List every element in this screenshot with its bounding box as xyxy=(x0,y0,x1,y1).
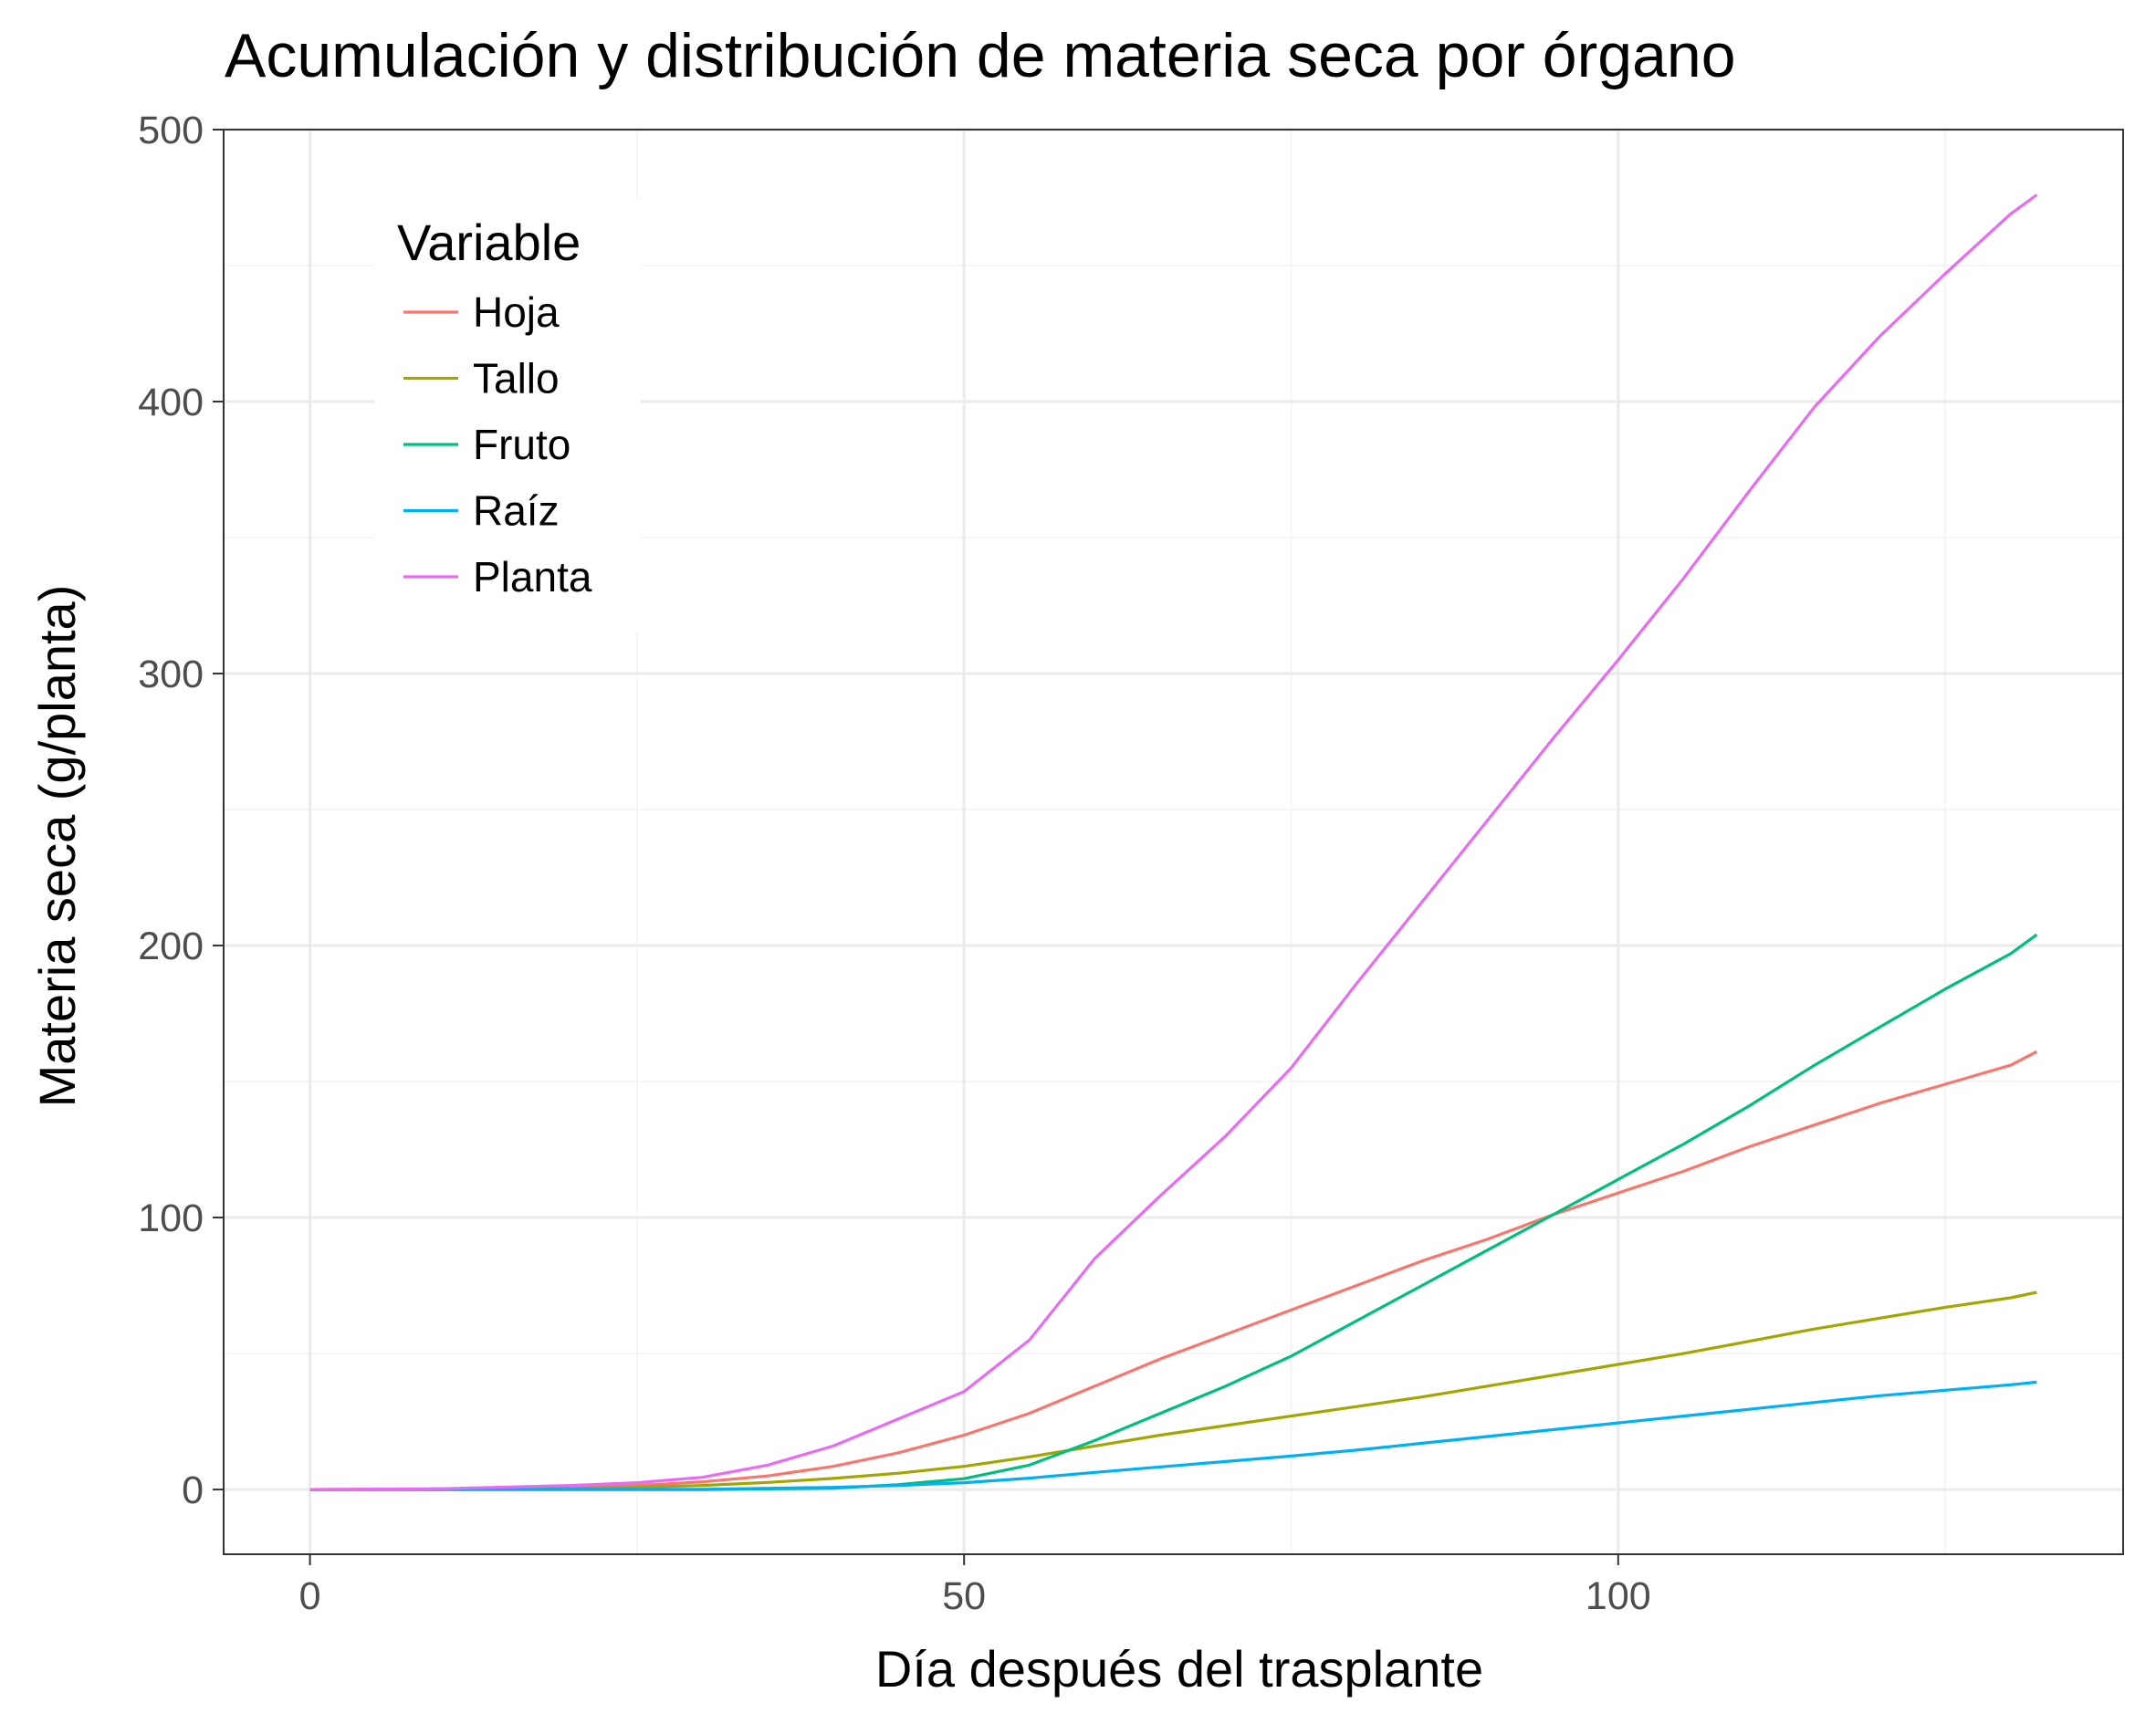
legend-label: Fruto xyxy=(473,421,570,468)
legend-title: Variable xyxy=(397,214,581,271)
legend: Variable Hoja Tallo Fruto Raíz Planta xyxy=(374,199,641,632)
series-line-hoja xyxy=(309,1050,2038,1491)
legend-item: Planta xyxy=(403,553,592,601)
legend-item: Fruto xyxy=(403,421,570,468)
legend-item: Raíz xyxy=(403,487,560,535)
legend-label: Raíz xyxy=(473,487,560,535)
plot-panel-border xyxy=(223,129,2124,1555)
legend-label: Planta xyxy=(473,553,592,601)
series-lines xyxy=(309,193,2038,1491)
chart-title: Acumulación y distribución de materia se… xyxy=(225,21,1736,90)
legend-label: Tallo xyxy=(473,355,560,402)
y-tick-label: 200 xyxy=(138,925,204,968)
y-tick-label: 500 xyxy=(138,109,204,152)
y-tick-label: 400 xyxy=(138,381,204,424)
series-line-fruto xyxy=(309,933,2038,1491)
x-tick-label: 100 xyxy=(1586,1574,1651,1618)
y-axis-title: Materia seca (g/planta) xyxy=(28,585,86,1108)
y-tick-label: 300 xyxy=(138,653,204,696)
legend-item: Tallo xyxy=(403,355,560,402)
legend-label: Hoja xyxy=(473,288,560,336)
axis-ticks: 0 50 100 0 100 200 300 400 500 xyxy=(138,109,1650,1618)
x-tick-label: 50 xyxy=(942,1574,986,1618)
x-axis-title: Día después del trasplante xyxy=(875,1640,1483,1698)
legend-items: Hoja Tallo Fruto Raíz Planta xyxy=(403,288,592,601)
series-line-tallo xyxy=(309,1290,2037,1491)
legend-item: Hoja xyxy=(403,288,560,336)
series-line-raíz xyxy=(309,1380,2037,1491)
legend-background xyxy=(374,199,641,632)
y-tick-label: 100 xyxy=(138,1196,204,1240)
y-tick-label: 0 xyxy=(182,1468,204,1512)
x-tick-label: 0 xyxy=(299,1574,321,1618)
series-line-planta xyxy=(309,193,2038,1491)
